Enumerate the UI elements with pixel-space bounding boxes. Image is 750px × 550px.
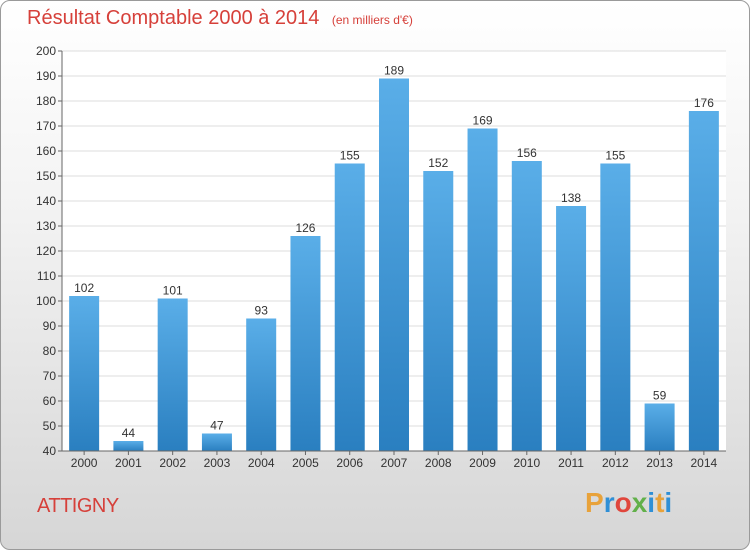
bar-2014: [688, 111, 719, 451]
x-tick-label-2007: 2007: [381, 456, 408, 470]
bar-2000: [69, 296, 100, 451]
y-tick-label: 130: [36, 219, 56, 233]
value-label-2014: 176: [694, 96, 714, 110]
y-tick-label: 80: [43, 344, 57, 358]
value-label-2012: 155: [605, 149, 625, 163]
bar-2002: [157, 298, 188, 451]
y-tick-label: 170: [36, 119, 56, 133]
y-tick-label: 140: [36, 194, 56, 208]
value-label-2010: 156: [517, 146, 537, 160]
value-label-2009: 169: [473, 114, 493, 128]
value-label-2001: 44: [122, 426, 136, 440]
value-label-2004: 93: [255, 304, 269, 318]
chart-title: Résultat Comptable 2000 à 2014: [27, 7, 320, 29]
y-tick-label: 180: [36, 94, 56, 108]
x-tick-label-2012: 2012: [602, 456, 629, 470]
x-tick-label-2002: 2002: [159, 456, 186, 470]
value-label-2000: 102: [74, 281, 94, 295]
x-tick-label-2000: 2000: [71, 456, 98, 470]
x-tick-label-2013: 2013: [646, 456, 673, 470]
y-tick-label: 50: [43, 419, 57, 433]
logo-letter: i: [647, 487, 656, 518]
value-label-2011: 138: [561, 191, 581, 205]
logo-letter: x: [631, 487, 648, 518]
value-label-2007: 189: [384, 64, 404, 78]
x-tick-label-2009: 2009: [469, 456, 496, 470]
y-tick-label: 160: [36, 144, 56, 158]
value-label-2008: 152: [428, 156, 448, 170]
bar-2012: [600, 163, 631, 451]
bar-2006: [334, 163, 365, 451]
value-label-2005: 126: [295, 221, 315, 235]
logo-letter: i: [664, 487, 673, 518]
y-tick-label: 110: [37, 269, 56, 283]
value-label-2003: 47: [210, 419, 224, 433]
y-tick-label: 200: [36, 44, 56, 58]
x-tick-label-2004: 2004: [248, 456, 275, 470]
y-tick-label: 150: [36, 169, 56, 183]
y-tick-label: 100: [36, 294, 56, 308]
x-tick-label-2006: 2006: [336, 456, 363, 470]
x-tick-label-2003: 2003: [204, 456, 231, 470]
y-tick-label: 190: [36, 69, 56, 83]
bar-2005: [290, 236, 321, 451]
logo-letter: t: [655, 487, 665, 518]
bar-2009: [467, 128, 498, 451]
x-tick-label-2008: 2008: [425, 456, 452, 470]
logo-letter: P: [585, 487, 604, 518]
bar-2001: [113, 441, 144, 451]
value-label-2002: 101: [163, 284, 183, 298]
bar-2007: [379, 78, 409, 451]
bar-2011: [556, 206, 587, 451]
y-tick-label: 70: [43, 369, 57, 383]
y-tick-label: 90: [43, 319, 57, 333]
chart-unit: (en milliers d'€): [331, 13, 413, 27]
x-tick-label-2005: 2005: [292, 456, 319, 470]
logo-letter: o: [614, 487, 632, 518]
value-label-2006: 155: [340, 149, 360, 163]
x-tick-label-2001: 2001: [115, 456, 142, 470]
bar-2008: [423, 171, 454, 451]
x-tick-label-2014: 2014: [691, 456, 718, 470]
y-tick-label: 120: [36, 244, 56, 258]
value-label-2013: 59: [653, 389, 667, 403]
proxiti-logo: Proxiti: [585, 487, 672, 519]
x-tick-label-2011: 2011: [558, 456, 584, 470]
bar-2013: [644, 403, 675, 451]
y-tick-label: 40: [43, 444, 57, 458]
bar-2004: [246, 318, 277, 451]
commune-name: ATTIGNY: [37, 495, 119, 517]
x-tick-label-2010: 2010: [513, 456, 540, 470]
y-tick-label: 60: [43, 394, 57, 408]
bar-2003: [201, 433, 232, 451]
bar-2010: [511, 161, 542, 451]
logo-letter: r: [603, 487, 615, 518]
chart-title-block: Résultat Comptable 2000 à 2014 (en milli…: [27, 7, 413, 30]
